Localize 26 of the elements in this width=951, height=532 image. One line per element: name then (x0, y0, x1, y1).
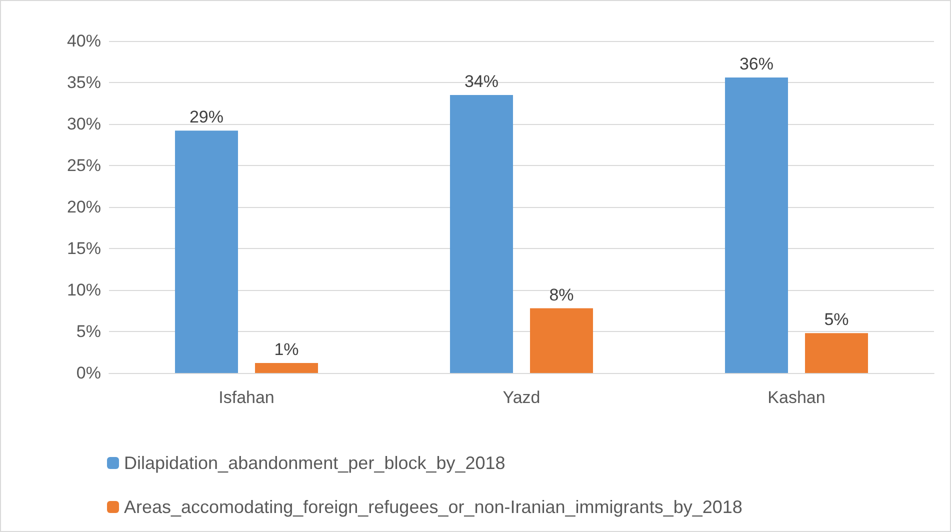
y-tick-label: 10% (66, 280, 101, 300)
legend-label: Dilapidation_abandonment_per_block_by_2018 (124, 453, 506, 473)
data-label: 34% (464, 72, 499, 91)
bar (255, 363, 318, 373)
x-tick-label: Yazd (502, 388, 540, 407)
data-label: 1% (274, 340, 299, 360)
x-tick-label: Kashan (768, 388, 826, 407)
y-tick-label: 15% (66, 239, 101, 258)
data-label: 36% (739, 54, 774, 74)
bar (450, 94, 513, 373)
legend-label: Areas_accomodating_foreign_refugees_or_non-Iranian_immigrants_by_2018 (124, 497, 742, 517)
y-tick-label: 40% (66, 32, 101, 50)
data-label: 5% (824, 310, 849, 330)
y-tick-label: 0% (76, 364, 101, 382)
y-tick-label: 25% (66, 156, 101, 175)
y-tick-label: 35% (66, 73, 101, 92)
y-tick-label: 20% (66, 198, 101, 216)
bar (724, 78, 788, 373)
data-label: 29% (189, 108, 224, 127)
bar (530, 308, 594, 373)
bar (805, 333, 868, 373)
x-tick-label: Isfahan (218, 388, 274, 407)
y-tick-label: 5% (76, 322, 101, 341)
bar (174, 130, 238, 373)
y-tick-label: 30% (66, 114, 101, 134)
data-label: 8% (549, 285, 574, 304)
